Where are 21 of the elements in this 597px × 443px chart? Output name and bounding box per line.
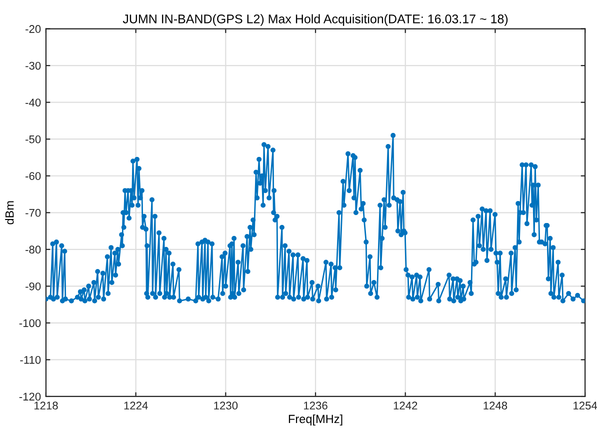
chart-title: JUMN IN-BAND(GPS L2) Max Hold Acquisition(DATE: 16.03.17 ~ 18) (122, 14, 508, 26)
y-tick-label: -110 (20, 356, 41, 364)
x-tick-label: 1230 (214, 402, 238, 410)
x-tick-label: 1224 (124, 402, 148, 410)
y-tick-label: -60 (26, 172, 41, 180)
x-axis-title: Freq[MHz] (288, 414, 342, 426)
y-tick-label: -30 (26, 62, 41, 70)
y-tick-label: -90 (26, 282, 41, 290)
y-tick-label: -120 (19, 392, 41, 401)
y-tick-label: -40 (26, 98, 41, 106)
y-axis-title: dBm (5, 201, 14, 224)
y-tick-label: -80 (26, 246, 41, 254)
y-tick-label: -20 (26, 25, 41, 33)
x-tick-label: 1248 (484, 402, 508, 410)
x-tick-label: 1218 (34, 402, 58, 410)
x-tick-label: 1236 (304, 402, 328, 410)
x-tick-label: 1254 (574, 402, 597, 410)
y-tick-label: -100 (19, 319, 41, 328)
x-tick-label: 1242 (394, 402, 418, 410)
y-tick-label: -70 (26, 208, 41, 217)
y-tick-label: -50 (26, 135, 41, 144)
